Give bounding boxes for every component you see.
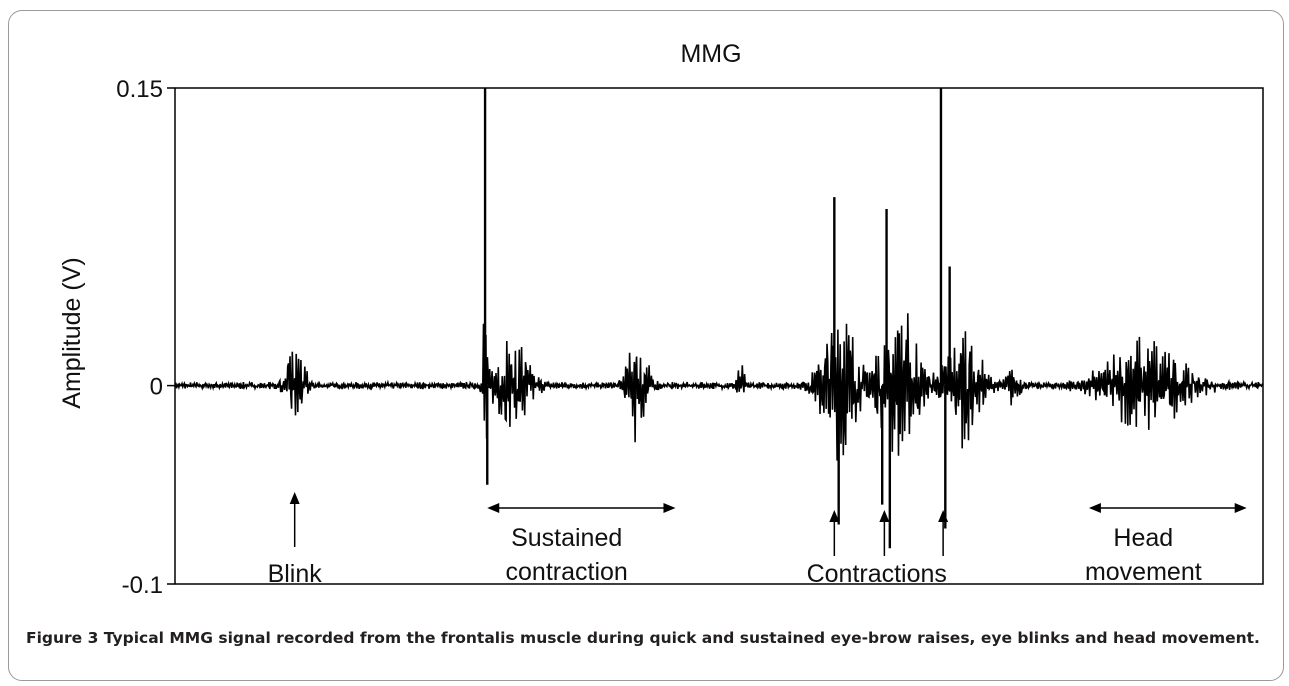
annotation-2-arrow-head-2 [938,510,949,522]
annotation-1-arrow-right [663,503,676,513]
annotation-3-label-line-0: Head [1113,524,1173,552]
annotation-0-label-line-0: Blink [268,560,323,588]
mmg-chart: MMG Amplitude (V) 0.15 0 -0.1 Blink Sustain… [58,40,1264,599]
annotation-3-arrow-right [1234,503,1247,513]
annotation-1-arrow-left [487,503,500,513]
annotation-3-label-line-1: movement [1085,558,1202,586]
y-tick-label-1: 0 [150,374,163,401]
annotation-1-label-line-0: Sustained [511,524,622,552]
y-tick-label-2: -0.1 [122,572,163,599]
figure-caption: Figure 3 Typical MMG signal recorded fro… [26,627,1266,649]
annotation-2-arrow-head-1 [879,510,890,522]
chart-title: MMG [680,40,741,68]
y-axis-label: Amplitude (V) [58,257,86,408]
annotation-2-label-line-0: Contractions [807,560,947,588]
annotation-0-arrow-head [289,492,300,504]
y-tick-label-0: 0.15 [116,76,163,103]
caption-text: Typical MMG signal recorded from the fro… [98,629,1260,647]
figure-frame [8,10,1284,681]
annotation-1-label-line-1: contraction [506,558,628,586]
annotation-2-arrow-head-0 [829,510,840,522]
annotation-3-arrow-left [1088,503,1101,513]
plot-area-frame [174,87,1264,585]
caption-label: Figure 3 [26,629,99,647]
mmg-signal-line [174,313,1264,461]
